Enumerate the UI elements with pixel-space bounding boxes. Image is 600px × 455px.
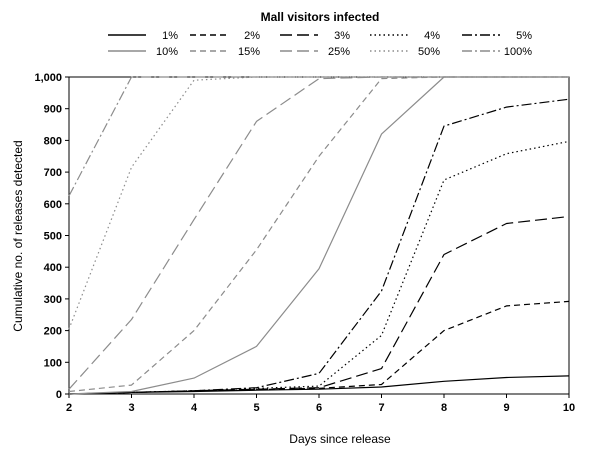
x-tick-label: 3	[128, 402, 134, 414]
series-line-3-percent	[68, 215, 570, 395]
series-line-1-percent	[68, 375, 570, 395]
legend-label: 100%	[504, 46, 532, 58]
x-axis-title: Days since release	[289, 432, 391, 446]
y-tick-label: 300	[44, 294, 62, 306]
y-tick-label: 900	[44, 104, 62, 116]
x-tick-label: 5	[253, 402, 259, 414]
legend-label: 2%	[244, 30, 260, 42]
y-tick-label: 700	[44, 167, 62, 179]
legend-label: 4%	[424, 30, 440, 42]
x-tick-label: 10	[563, 402, 575, 414]
series-line-5-percent	[68, 98, 570, 395]
y-tick-label: 800	[44, 135, 62, 147]
x-tick-label: 8	[441, 402, 447, 414]
y-tick-label: 200	[44, 326, 62, 338]
y-tick-label: 0	[56, 389, 62, 401]
y-axis-title: Cumulative no. of releases detected	[11, 140, 25, 331]
series-line-10-percent	[68, 76, 569, 395]
plot-frame	[68, 76, 570, 395]
legend-title: Mall visitors infected	[261, 10, 380, 24]
series-layer	[68, 76, 570, 395]
series-line-25-percent	[68, 76, 569, 390]
series-line-15-percent	[68, 76, 569, 393]
series-line-50-percent	[68, 76, 569, 330]
y-tick-label: 500	[44, 231, 62, 243]
y-tick-label: 100	[44, 357, 62, 369]
axes: 2 3 4 5 6 7 8 9 1001002003004005006007008009001,…	[34, 72, 575, 414]
x-tick-label: 7	[378, 402, 384, 414]
x-tick-label: 4	[191, 402, 198, 414]
y-tick-label: 600	[44, 199, 62, 211]
y-tick-label: 1,000	[34, 72, 62, 84]
legend-label: 15%	[238, 46, 260, 58]
legend-label: 25%	[328, 46, 350, 58]
legend-label: 5%	[516, 30, 532, 42]
series-line-100-percent	[68, 76, 569, 197]
x-tick-label: 6	[316, 402, 322, 414]
y-tick-label: 400	[44, 262, 62, 274]
x-tick-label: 2	[66, 402, 72, 414]
series-line-2-percent	[68, 300, 570, 395]
x-tick-label: 9	[503, 402, 509, 414]
legend-label: 1%	[162, 30, 178, 42]
legend: Mall visitors infected 1% 2% 3% 4% 5% 10% 15% 2…	[108, 10, 532, 58]
legend-label: 10%	[156, 46, 178, 58]
legend-label: 3%	[334, 30, 350, 42]
legend-label: 50%	[418, 46, 440, 58]
